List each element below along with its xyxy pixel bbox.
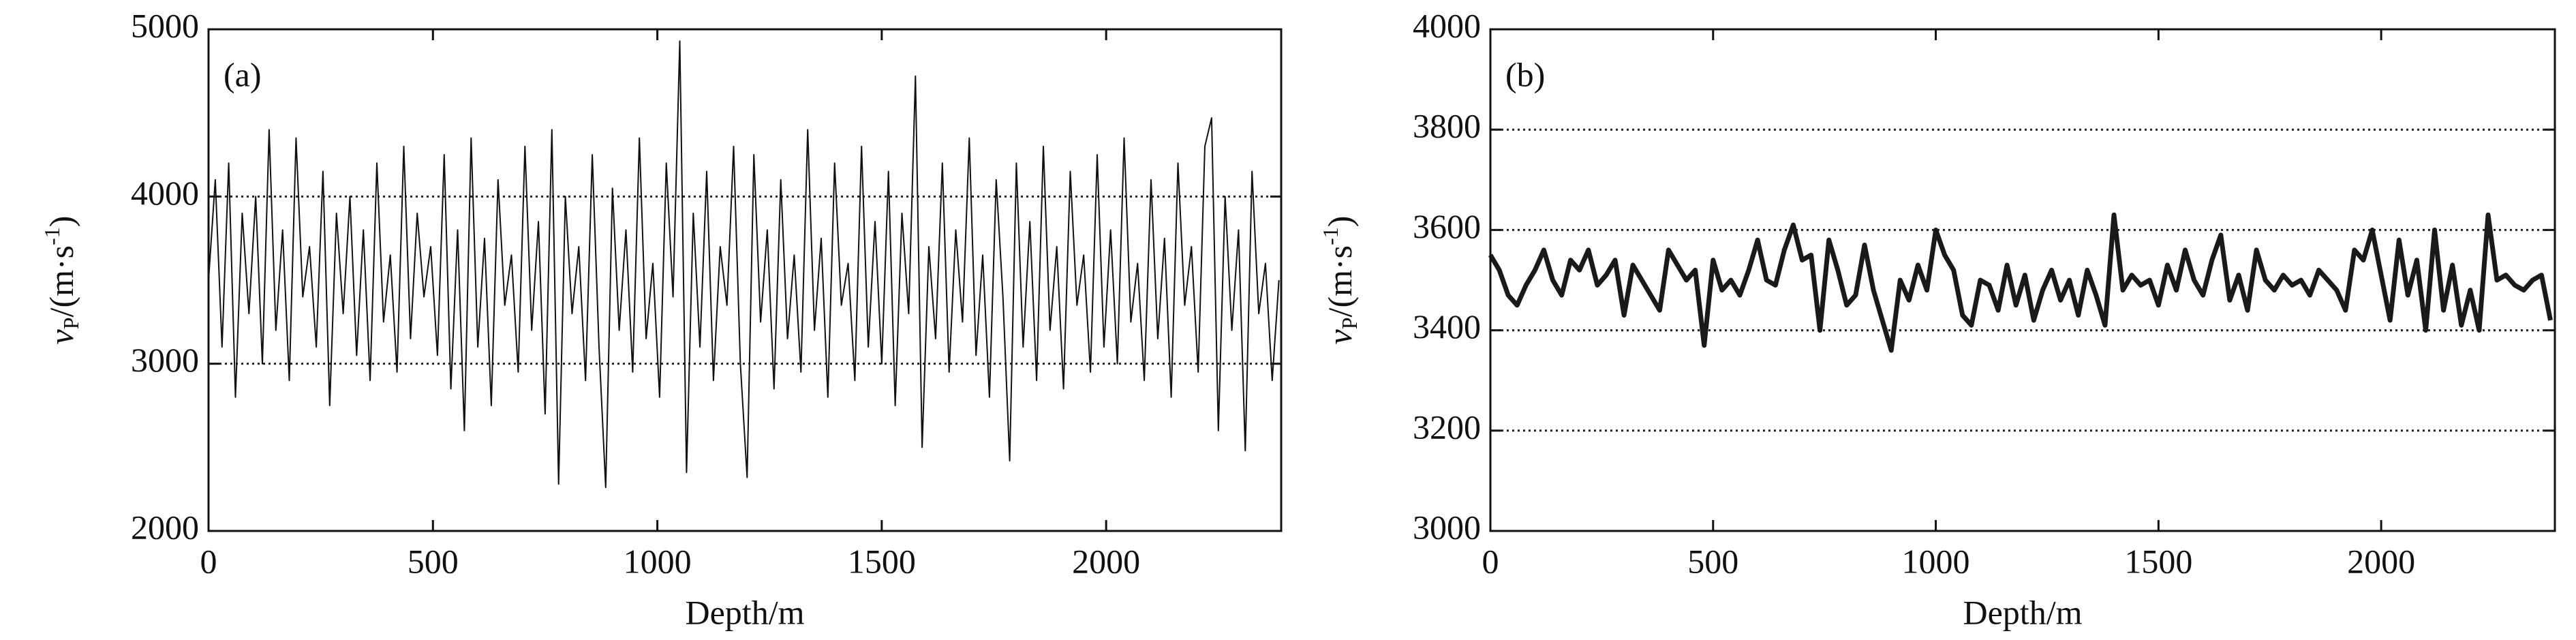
panel-label: (a) (224, 55, 262, 93)
y-label-unit: /(m·s (42, 245, 80, 318)
x-tick-label: 1500 (848, 542, 916, 580)
x-tick-label: 0 (1482, 542, 1499, 580)
x-axis-label: Depth/m (1963, 593, 2083, 631)
x-axis-label: Depth/m (686, 593, 805, 631)
x-tick-label: 1000 (624, 542, 692, 580)
y-tick-label: 4000 (131, 174, 199, 212)
y-tick-label: 3000 (1413, 508, 1481, 546)
y-label-subscript: P (1337, 317, 1362, 329)
y-tick-label: 3600 (1413, 207, 1481, 245)
plot-frame (207, 28, 1283, 532)
y-label-superscript: -1 (1318, 227, 1343, 245)
y-tick-label: 3800 (1413, 107, 1481, 145)
data-line (1488, 212, 2553, 353)
x-tick-label: 2000 (2347, 542, 2415, 580)
data-line (208, 40, 1280, 489)
y-label-subscript: P (59, 317, 83, 329)
y-tick-label: 2000 (131, 508, 199, 546)
y-tick-label: 3200 (1413, 408, 1481, 446)
y-tick-label: 4000 (1413, 6, 1481, 44)
y-axis-label: vP/(m·s-1) (1318, 216, 1362, 345)
y-label-close: ) (1321, 216, 1359, 228)
plot-frame (1489, 28, 2556, 532)
y-label-symbol: v (1321, 329, 1359, 344)
y-label-unit: /(m·s (1321, 245, 1359, 318)
x-tick-label: 500 (1687, 542, 1738, 580)
y-label-close: ) (42, 216, 80, 228)
y-label-symbol: v (42, 329, 80, 344)
x-tick-label: 2000 (1072, 542, 1140, 580)
y-tick-label: 3000 (131, 341, 199, 379)
y-label-superscript: -1 (40, 227, 64, 245)
x-tick-label: 1000 (1902, 542, 1970, 580)
x-tick-label: 0 (200, 542, 217, 580)
y-tick-label: 5000 (131, 6, 199, 44)
y-axis-label: vP/(m·s-1) (40, 216, 83, 345)
y-tick-label: 3400 (1413, 307, 1481, 346)
x-tick-label: 500 (408, 542, 459, 580)
panel-label: (b) (1505, 55, 1545, 93)
x-tick-label: 1500 (2124, 542, 2192, 580)
